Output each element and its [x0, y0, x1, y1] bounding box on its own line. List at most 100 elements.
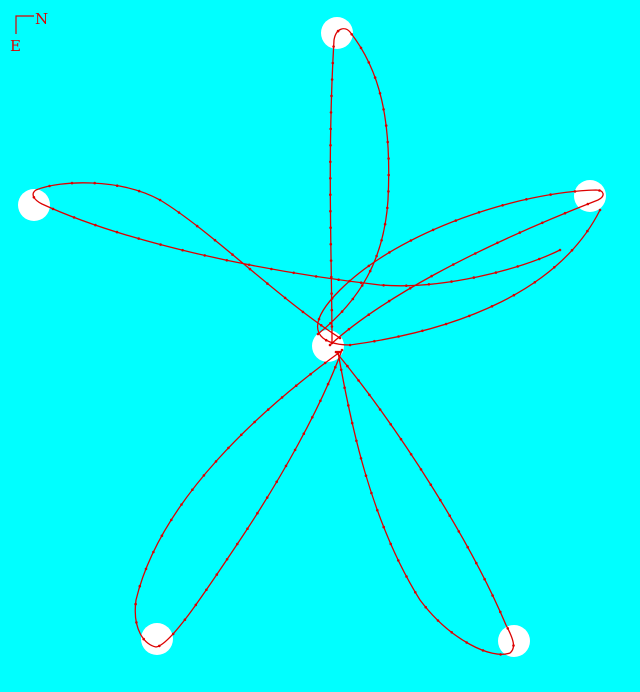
- orbit-point: [225, 558, 229, 561]
- orbit-point: [283, 296, 287, 300]
- orbit-point: [329, 177, 332, 180]
- compass-east-label: E: [10, 37, 21, 55]
- compass-arms: [15, 15, 34, 34]
- orbit-point: [329, 111, 333, 114]
- orbit-point: [158, 198, 162, 202]
- orbit-point: [405, 575, 408, 578]
- body-southwest: [141, 623, 173, 655]
- orbit-point: [429, 483, 433, 487]
- orbit-point: [386, 140, 390, 144]
- orbit-point: [431, 228, 435, 232]
- orbit-point: [180, 503, 183, 506]
- orbit-point: [382, 525, 386, 529]
- orbit-point: [294, 384, 298, 388]
- orbit-point: [598, 189, 601, 192]
- orbit-point: [336, 29, 340, 33]
- orbit-point: [330, 78, 334, 81]
- orbit-point: [144, 567, 148, 571]
- orbit-point: [414, 591, 417, 594]
- orbit-point: [430, 274, 433, 278]
- orbit-point: [465, 641, 469, 644]
- orbit-point: [409, 453, 413, 456]
- orbit-point: [348, 343, 352, 347]
- orbit-point: [382, 284, 385, 287]
- orbit-point: [450, 280, 453, 283]
- orbit-point: [213, 238, 217, 242]
- bodies: [18, 17, 606, 657]
- orbit-point: [319, 399, 322, 403]
- orbit-point: [246, 527, 249, 530]
- orbit-point: [408, 287, 412, 290]
- orbit-point: [270, 267, 273, 271]
- orbit-point: [205, 588, 208, 592]
- orbit-point: [159, 243, 162, 246]
- orbit-point: [203, 254, 206, 257]
- orbit-point: [94, 223, 97, 227]
- orbit-point: [339, 368, 343, 372]
- orbit-point: [329, 259, 333, 262]
- orbit-point: [311, 416, 314, 419]
- orbit-point: [409, 239, 413, 242]
- orbit-point: [383, 222, 387, 226]
- orbit-point: [326, 382, 330, 386]
- orbit-point: [382, 108, 385, 111]
- orbit-point: [183, 618, 187, 621]
- orbit-point: [215, 573, 219, 576]
- orbit-point: [32, 196, 36, 199]
- orbit-point: [334, 350, 338, 354]
- orbit-point: [360, 284, 364, 287]
- orbit-point: [359, 457, 363, 460]
- orbit-point: [330, 275, 333, 279]
- orbit-point: [384, 124, 388, 127]
- orbit-point: [340, 348, 344, 352]
- orbit-point: [72, 216, 76, 219]
- orbit-point: [115, 184, 119, 187]
- compass-north-label: N: [35, 10, 48, 28]
- orbit-point: [490, 305, 494, 308]
- orbit-point: [152, 550, 155, 554]
- orbit-point: [330, 94, 333, 98]
- orbit-point: [70, 181, 74, 185]
- orbit-point: [338, 350, 342, 354]
- orbit-point: [231, 253, 234, 256]
- orbit-point: [177, 211, 181, 214]
- orbit-point: [450, 631, 454, 634]
- orbit-point: [329, 321, 332, 325]
- orbit-point: [225, 259, 229, 262]
- orbit-point: [346, 364, 349, 368]
- orbit-point: [301, 310, 305, 314]
- orbit-point: [563, 211, 567, 215]
- orbit-point: [454, 219, 458, 222]
- orbit-point: [115, 230, 119, 234]
- orbit-point: [499, 653, 502, 656]
- orbit-point: [337, 278, 340, 282]
- orbit-point: [135, 621, 138, 624]
- orbit-point: [570, 249, 574, 252]
- orbit-point: [378, 92, 382, 95]
- orbit-point: [525, 198, 528, 201]
- orbit-point: [389, 542, 393, 546]
- orbit-point: [158, 644, 161, 648]
- orbit-point: [142, 637, 145, 641]
- orbit-point: [506, 627, 510, 630]
- orbit-point: [424, 605, 428, 609]
- orbit-path: [32, 28, 604, 655]
- orbit-point: [481, 649, 485, 652]
- orbit-point: [516, 265, 519, 268]
- orbit-point: [330, 308, 334, 312]
- orbit-point: [472, 276, 476, 279]
- orbit-point: [48, 184, 51, 188]
- orbit-point: [477, 211, 481, 214]
- orbit-point: [457, 530, 461, 533]
- orbit-point: [419, 468, 423, 471]
- orbit-point: [214, 460, 218, 463]
- orbit-point: [51, 207, 55, 211]
- orbit-point: [586, 229, 589, 233]
- orbit-point: [253, 420, 256, 424]
- orbit-point: [387, 157, 390, 160]
- orbit-point: [475, 561, 478, 565]
- orbit-point: [350, 421, 354, 425]
- orbit-point: [448, 514, 452, 517]
- orbit-point: [328, 343, 332, 347]
- orbit-point: [359, 46, 363, 50]
